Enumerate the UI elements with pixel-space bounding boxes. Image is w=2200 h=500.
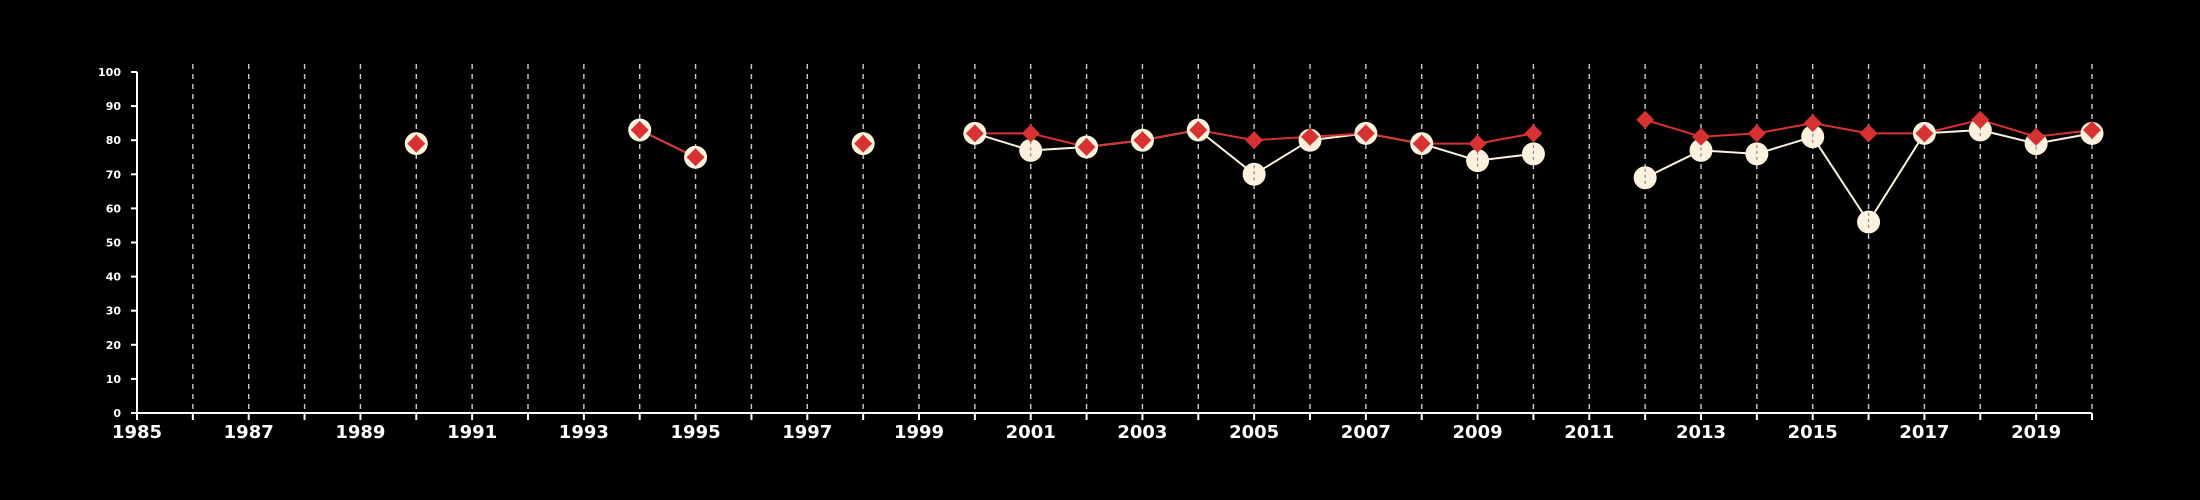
y-tick-label: 0 [113,407,121,420]
x-tick-label: 2003 [1117,422,1167,443]
data-point-diamond [630,120,649,139]
x-tick-label: 1993 [559,422,609,443]
y-tick-label: 70 [106,168,122,181]
y-tick-label: 40 [106,271,122,284]
x-tick-label: 2019 [2011,422,2061,443]
data-point-diamond [1803,114,1822,133]
x-tick-label: 2011 [1564,422,1614,443]
y-tick-label: 90 [106,100,122,113]
y-tick-label: 10 [106,373,122,386]
x-tick-label: 1997 [782,422,832,443]
data-point-diamond [1133,131,1152,150]
data-point-diamond [1859,124,1878,143]
x-tick-label: 2015 [1788,422,1838,443]
data-point-diamond [686,148,705,167]
axes: 1985 1987 1989 1991 1993 1995 1997 1999 2001 2003… [98,66,2093,443]
data-point-diamond [854,134,873,153]
x-tick-label: 2017 [1899,422,1949,443]
y-tick-label: 60 [106,202,122,215]
data-point-diamond [2027,127,2046,146]
data-point-diamond [1747,124,1766,143]
data-point-diamond [2083,120,2101,139]
data-point-diamond [1245,131,1264,150]
data-point-diamond [1524,124,1543,143]
grid-lines [192,64,2093,413]
y-tick-label: 50 [106,237,122,250]
x-tick-label: 1991 [447,422,497,443]
data-point-diamond [407,134,426,153]
y-tick-label: 80 [106,134,122,147]
y-tick-label: 100 [98,66,121,79]
data-point-diamond [1468,134,1487,153]
y-tick-label: 20 [106,339,122,352]
x-tick-label: 1989 [335,422,385,443]
x-tick-label: 2007 [1341,422,1391,443]
x-tick-label: 1987 [224,422,274,443]
data-point-diamond [1915,124,1934,143]
data-point-diamond [1189,120,1208,139]
x-tick-label: 2009 [1453,422,1503,443]
data-point-diamond [1301,127,1319,146]
data-point-diamond [965,124,984,143]
x-tick-label: 2001 [1006,422,1056,443]
data-point-diamond [1692,127,1710,146]
x-tick-label: 2013 [1676,422,1726,443]
data-point-diamond [1636,110,1655,129]
data-point-diamond [1412,134,1431,153]
data-point-diamond [1021,124,1040,143]
data-point-diamond [1077,138,1096,157]
x-tick-label: 1999 [894,422,944,443]
y-tick-label: 30 [106,305,122,318]
x-tick-label: 2005 [1229,422,1279,443]
x-tick-label: 1995 [671,422,721,443]
series-markers [404,110,2104,234]
data-point-diamond [1356,124,1375,143]
x-tick-label: 1985 [112,422,162,443]
data-point-diamond [1971,110,1990,129]
